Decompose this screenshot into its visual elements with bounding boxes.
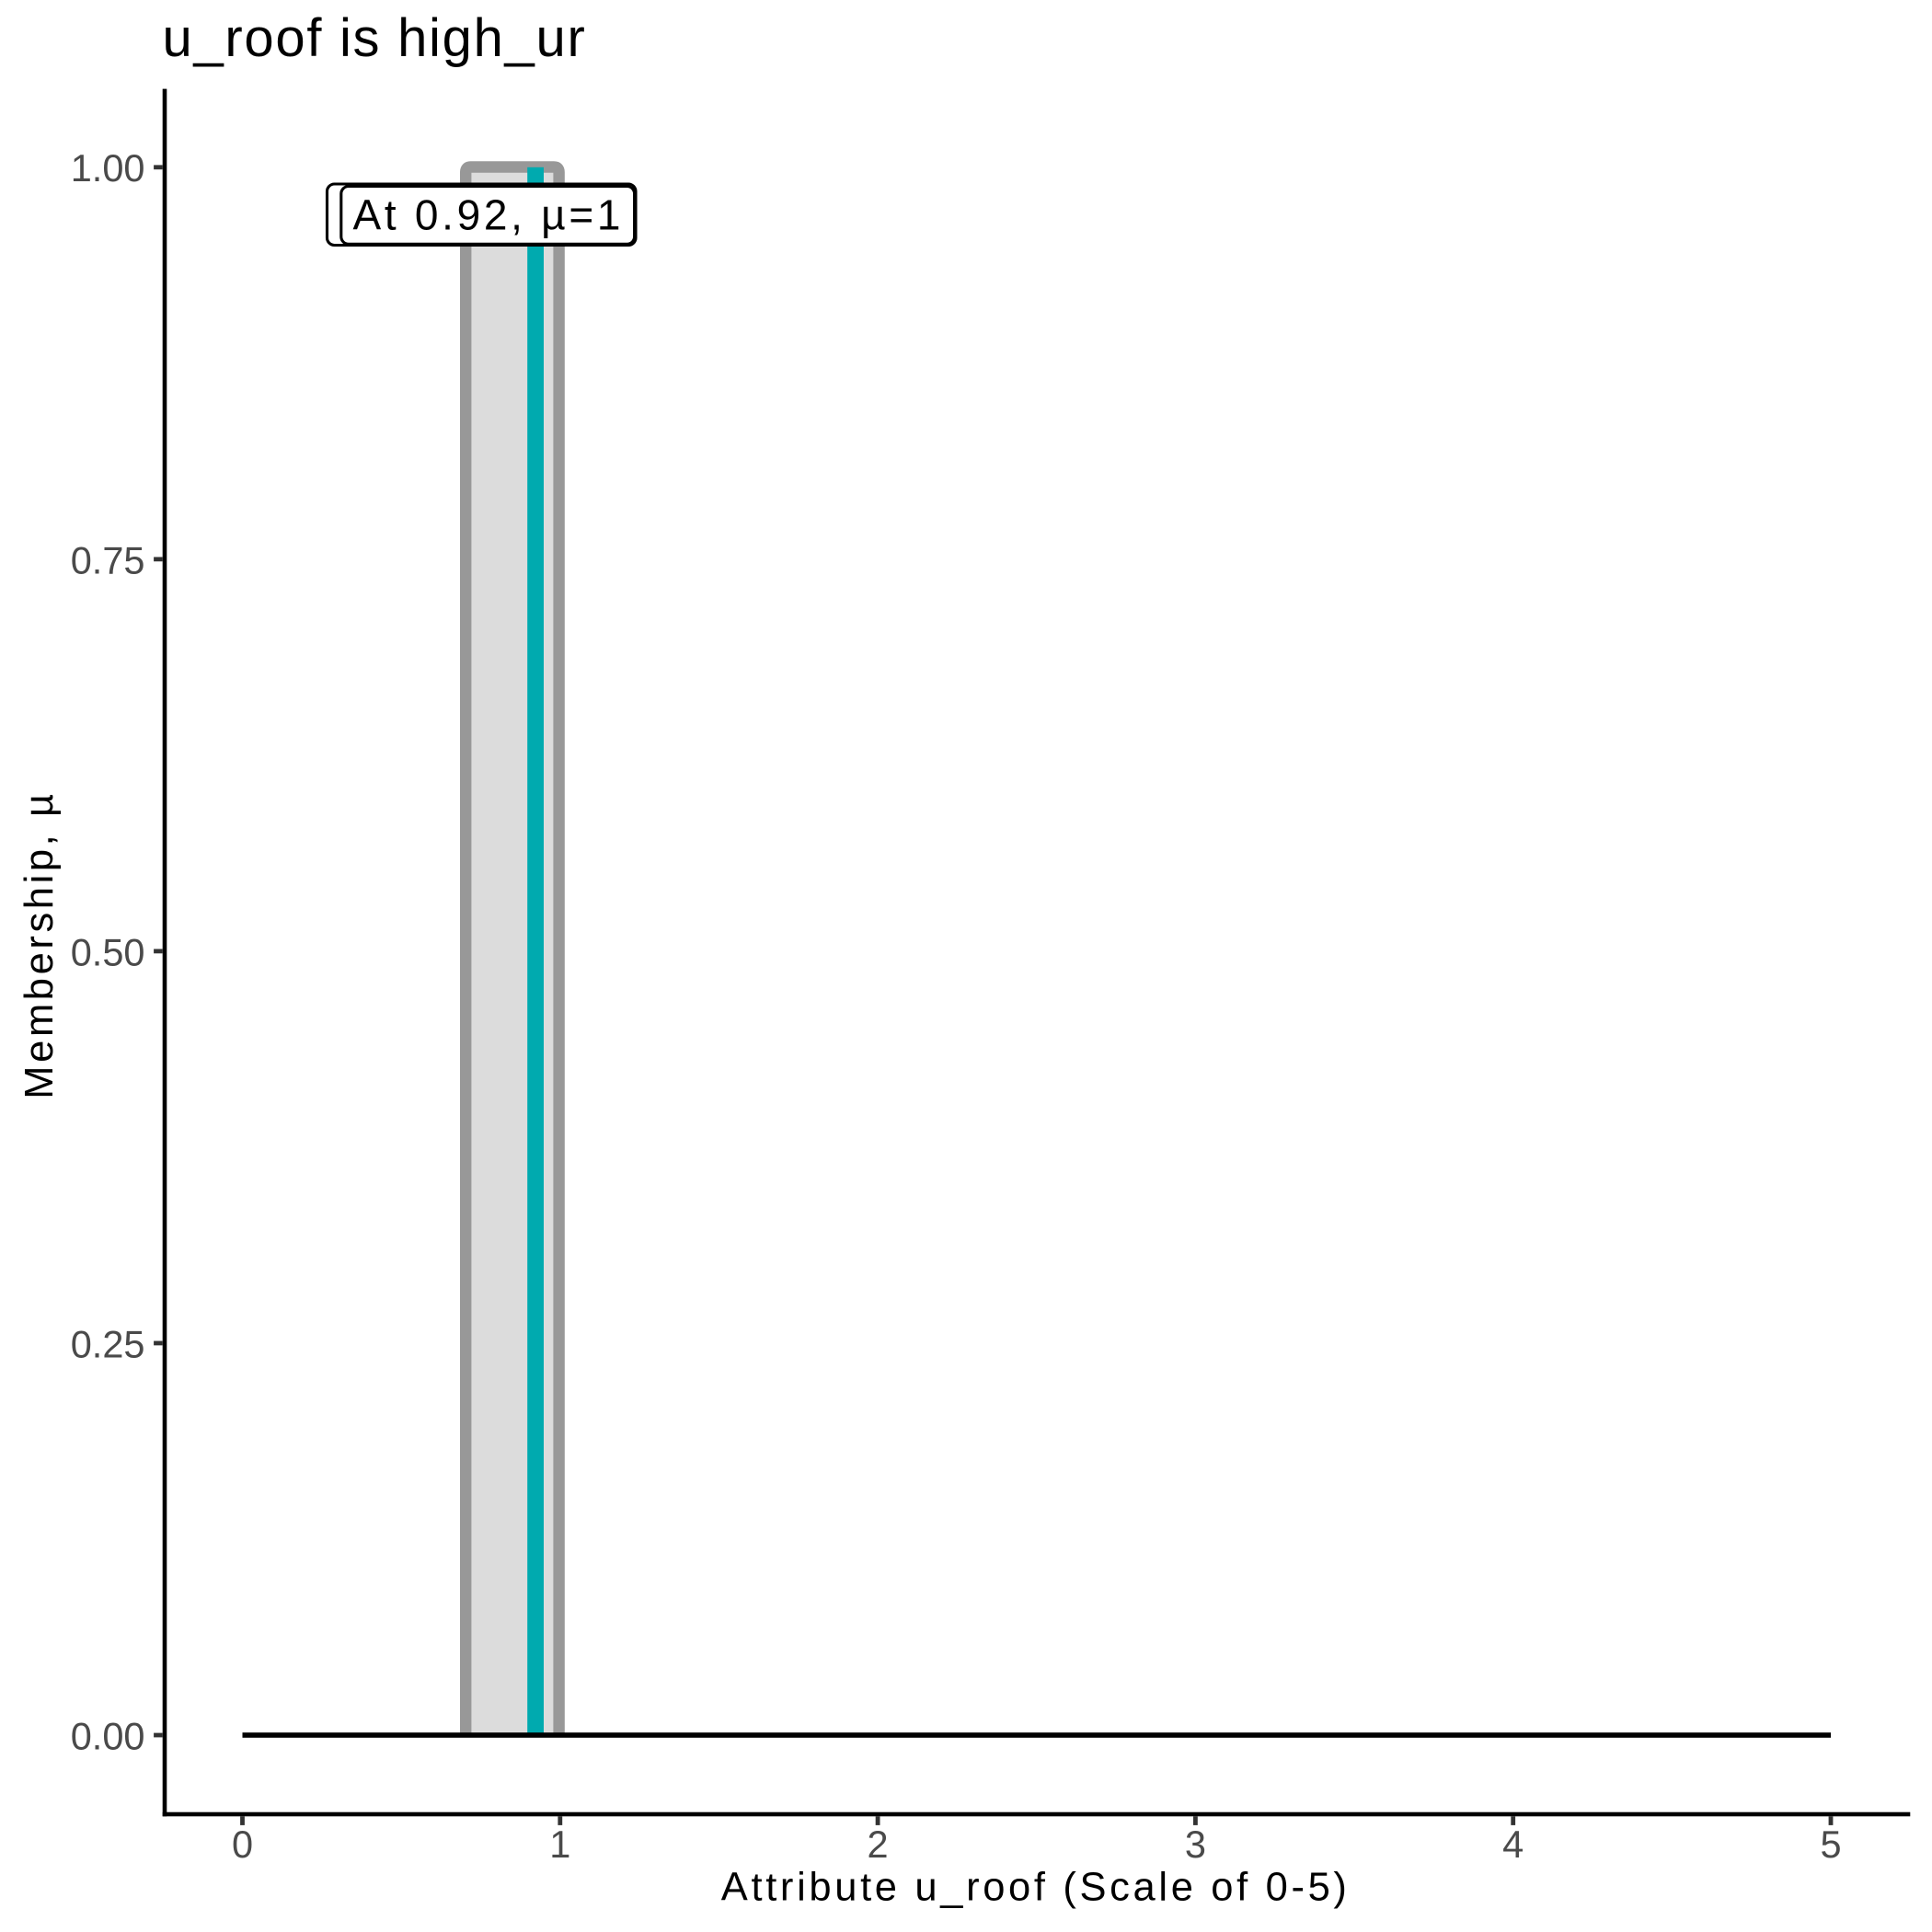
svg-text:0.00: 0.00 [71, 1715, 145, 1758]
svg-text:1: 1 [549, 1823, 570, 1866]
svg-text:Membership, µ: Membership, µ [17, 790, 62, 1098]
svg-text:At 0.92, µ=1: At 0.92, µ=1 [353, 191, 625, 239]
svg-text:3: 3 [1185, 1823, 1206, 1866]
svg-text:u_roof is high_ur: u_roof is high_ur [163, 8, 587, 68]
svg-text:0.50: 0.50 [71, 930, 145, 973]
svg-text:0: 0 [232, 1823, 253, 1866]
svg-text:2: 2 [868, 1823, 889, 1866]
svg-text:Attribute u_roof (Scale of 0-5: Attribute u_roof (Scale of 0-5) [721, 1866, 1351, 1910]
svg-text:0.75: 0.75 [71, 538, 145, 581]
svg-text:4: 4 [1502, 1823, 1524, 1866]
svg-text:5: 5 [1820, 1823, 1841, 1866]
svg-text:1.00: 1.00 [71, 146, 145, 190]
svg-text:0.25: 0.25 [71, 1322, 145, 1365]
